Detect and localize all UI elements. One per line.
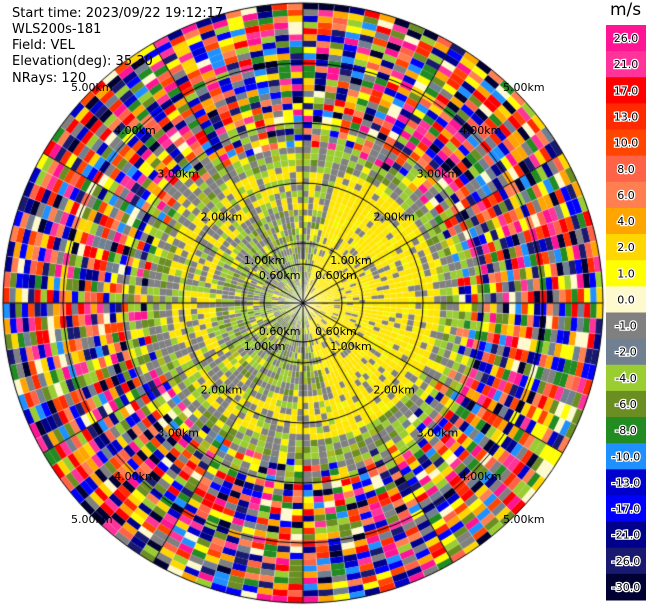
range-ring-label: 0.60km [315, 325, 357, 338]
range-ring-label: 1.00km [244, 340, 286, 353]
range-ring-label: 0.60km [315, 269, 357, 282]
colorbar-tick-label: 8.0 [617, 163, 635, 176]
range-ring-label: 3.00km [417, 427, 459, 440]
range-ring-label: 2.00km [201, 211, 243, 224]
colorbar-tick-label: -21.0 [612, 529, 640, 542]
colorbar-swatch [606, 390, 646, 418]
colorbar-unit-label: m/s [610, 0, 642, 20]
colorbar-swatch [606, 103, 646, 131]
start-time-label: Start time: 2023/09/22 19:12:17 [12, 6, 224, 21]
range-ring-label: 4.00km [114, 124, 156, 137]
colorbar-swatch [606, 443, 646, 470]
colorbar-swatch [606, 129, 646, 157]
colorbar-swatch [606, 338, 646, 366]
colorbar-swatch [606, 286, 646, 313]
colorbar-tick-label: 0.0 [617, 293, 635, 306]
colorbar-tick-label: 2.0 [617, 241, 635, 254]
range-ring-label: 4.00km [114, 470, 156, 483]
colorbar-tick-label: 17.0 [614, 84, 639, 97]
colorbar-tick-label: 21.0 [614, 58, 639, 71]
colorbar-swatch [606, 364, 646, 392]
range-ring-label: 1.00km [330, 340, 372, 353]
elevation-label: Elevation(deg): 35.30 [12, 54, 153, 69]
colorbar-swatch [606, 312, 646, 340]
colorbar-swatch [606, 260, 646, 287]
range-ring-label: 2.00km [373, 211, 415, 224]
colorbar-swatch [606, 547, 646, 575]
colorbar-swatch [606, 181, 646, 209]
colorbar-swatch [606, 417, 646, 444]
colorbar-swatch [606, 51, 646, 78]
colorbar-swatch [606, 234, 646, 261]
instrument-label: WLS200s-181 [12, 22, 102, 37]
range-ring-label: 1.00km [330, 254, 372, 267]
colorbar-swatch [606, 495, 646, 523]
nrays-label: NRays: 120 [12, 71, 87, 86]
colorbar-tick-label: 26.0 [614, 32, 639, 45]
colorbar-tick-label: 4.0 [617, 215, 635, 228]
colorbar-swatch [606, 25, 646, 52]
range-ring-label: 4.00km [460, 470, 502, 483]
range-ring-label: 3.00km [157, 167, 199, 180]
range-ring-label: 2.00km [373, 383, 415, 396]
colorbar-swatch [606, 77, 646, 104]
colorbar-tick-label: -2.0 [615, 346, 636, 359]
range-ring-label: 0.60km [259, 269, 301, 282]
colorbar-swatch [606, 207, 646, 235]
colorbar-swatch [606, 521, 646, 549]
range-ring-label: 1.00km [244, 254, 286, 267]
range-ring-label: 3.00km [157, 427, 199, 440]
colorbar-tick-label: -10.0 [612, 450, 640, 463]
range-ring-label: 4.00km [460, 124, 502, 137]
colorbar-tick-label: -26.0 [612, 555, 640, 568]
range-ring-label: 0.60km [259, 325, 301, 338]
colorbar-tick-label: -6.0 [615, 398, 636, 411]
colorbar-tick-label: 10.0 [614, 137, 639, 150]
colorbar-tick-label: -8.0 [615, 424, 636, 437]
range-ring-label: 5.00km [71, 513, 113, 526]
colorbar-tick-label: -13.0 [612, 476, 640, 489]
colorbar-tick-label: 6.0 [617, 189, 635, 202]
colorbar-tick-label: -30.0 [612, 581, 640, 594]
field-label: Field: VEL [12, 38, 75, 53]
colorbar-tick-label: -1.0 [615, 320, 636, 333]
range-ring-label: 5.00km [71, 81, 113, 94]
range-ring-label: 5.00km [503, 513, 545, 526]
colorbar-tick-label: -4.0 [615, 372, 636, 385]
colorbar-tick-label: 13.0 [614, 110, 639, 123]
colorbar-swatch [606, 469, 646, 496]
colorbar-swatch [606, 155, 646, 183]
range-ring-label: 3.00km [417, 167, 459, 180]
range-ring-label: 2.00km [201, 383, 243, 396]
colorbar-tick-label: 1.0 [617, 267, 635, 280]
colorbar-tick-label: -17.0 [612, 503, 640, 516]
colorbar-swatch [606, 573, 646, 601]
range-ring-label: 5.00km [503, 81, 545, 94]
